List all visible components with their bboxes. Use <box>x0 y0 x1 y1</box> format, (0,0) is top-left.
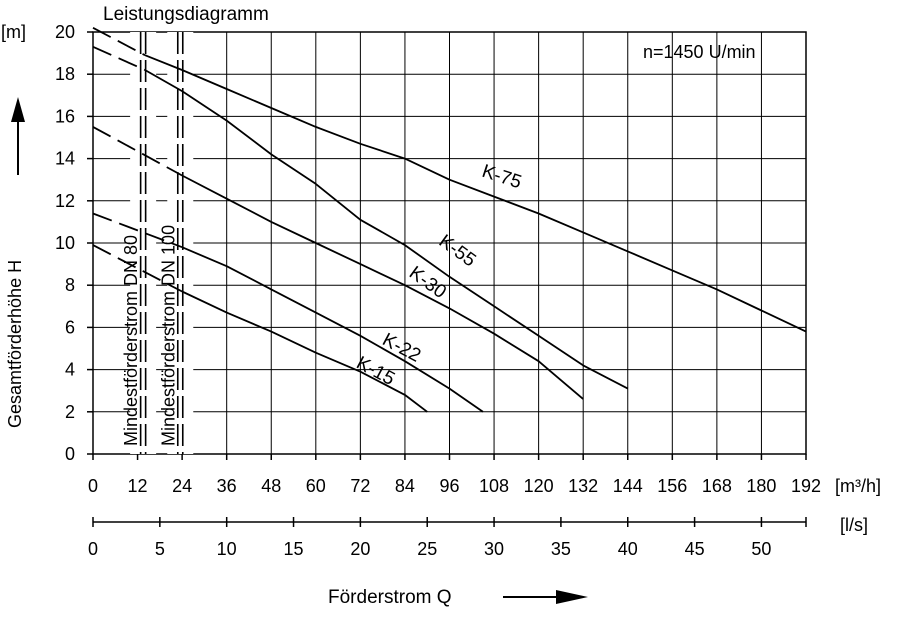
x-tick-label: 36 <box>217 476 237 496</box>
x2-tick-label: 20 <box>350 539 370 559</box>
min-flow-label: Mindestförderstrom DN 80 <box>121 235 141 446</box>
x2-tick-label: 15 <box>284 539 304 559</box>
y-tick-label: 0 <box>65 444 75 464</box>
x2-tick-label: 30 <box>484 539 504 559</box>
curve-k-15 <box>181 290 428 413</box>
x-tick-label: 84 <box>395 476 415 496</box>
x-tick-label: 180 <box>746 476 776 496</box>
y-tick-label: 8 <box>65 275 75 295</box>
min-flow-band <box>130 32 157 454</box>
curve-k-22 <box>181 246 484 413</box>
curve-label: K-55 <box>435 231 480 272</box>
curve-dashed-k-75 <box>92 27 146 56</box>
x2-tick-label: 35 <box>551 539 571 559</box>
chart-title: Leistungsdiagramm <box>103 4 269 25</box>
y-tick-label: 10 <box>55 233 75 253</box>
y-tick-label: 14 <box>55 149 75 169</box>
y-tick-label: 20 <box>55 22 75 42</box>
y-axis-title: Gesamtförderhöhe H <box>5 260 25 428</box>
min-flow-markers: Mindestförderstrom DN 80 Mindestförderstr… <box>121 32 194 454</box>
x-axis-title: Förderstrom Q <box>328 587 452 608</box>
x2-tick-label: 5 <box>155 539 165 559</box>
curve-k-30 <box>181 174 584 400</box>
y-tick-label: 4 <box>65 360 75 380</box>
y-tick-label: 18 <box>55 64 75 84</box>
x-unit-label: [m³/h] <box>835 476 881 496</box>
x-tick-label: 24 <box>172 476 192 496</box>
x-tick-label: 12 <box>128 476 148 496</box>
y-unit-label: [m] <box>1 22 26 42</box>
min-flow-label: Mindestförderstrom DN 100 <box>158 225 178 446</box>
curve-dashed-k-22 <box>92 212 183 249</box>
y-tick-label: 2 <box>65 402 75 422</box>
x-tick-label: 144 <box>613 476 643 496</box>
x2-tick-label: 50 <box>751 539 771 559</box>
x-tick-label: 72 <box>350 476 370 496</box>
curve-k-55 <box>144 69 629 390</box>
curve-dashed-k-30 <box>92 126 183 177</box>
x-tick-label: 156 <box>657 476 687 496</box>
x-tick-label: 192 <box>791 476 821 496</box>
x-tick-label: 120 <box>524 476 554 496</box>
x-tick-label: 48 <box>261 476 281 496</box>
x2-tick-label: 40 <box>618 539 638 559</box>
curve-label: K-22 <box>379 329 424 366</box>
curve-dashed-k-55 <box>92 45 146 71</box>
curve-label: K-75 <box>479 161 524 193</box>
y-tick-label: 12 <box>55 191 75 211</box>
x-tick-label: 132 <box>568 476 598 496</box>
speed-annotation: n=1450 U/min <box>643 42 756 62</box>
x-arrow-head <box>556 590 588 604</box>
x-tick-label: 108 <box>479 476 509 496</box>
min-flow-band <box>167 32 194 454</box>
x2-tick-label: 45 <box>685 539 705 559</box>
x2-tick-label: 0 <box>88 539 98 559</box>
curve-dashed-k-15 <box>92 244 183 293</box>
y-arrow-head <box>11 97 25 122</box>
y-tick-label: 6 <box>65 317 75 337</box>
x-tick-label: 168 <box>702 476 732 496</box>
x-tick-label: 60 <box>306 476 326 496</box>
curve-k-75 <box>144 54 807 333</box>
y-tick-label: 16 <box>55 106 75 126</box>
x2-tick-label: 25 <box>417 539 437 559</box>
x2-tick-label: 10 <box>217 539 237 559</box>
x-tick-label: 0 <box>88 476 98 496</box>
curve-label: K-15 <box>353 353 398 390</box>
x2-unit-label: [l/s] <box>840 515 868 535</box>
x-tick-label: 96 <box>439 476 459 496</box>
